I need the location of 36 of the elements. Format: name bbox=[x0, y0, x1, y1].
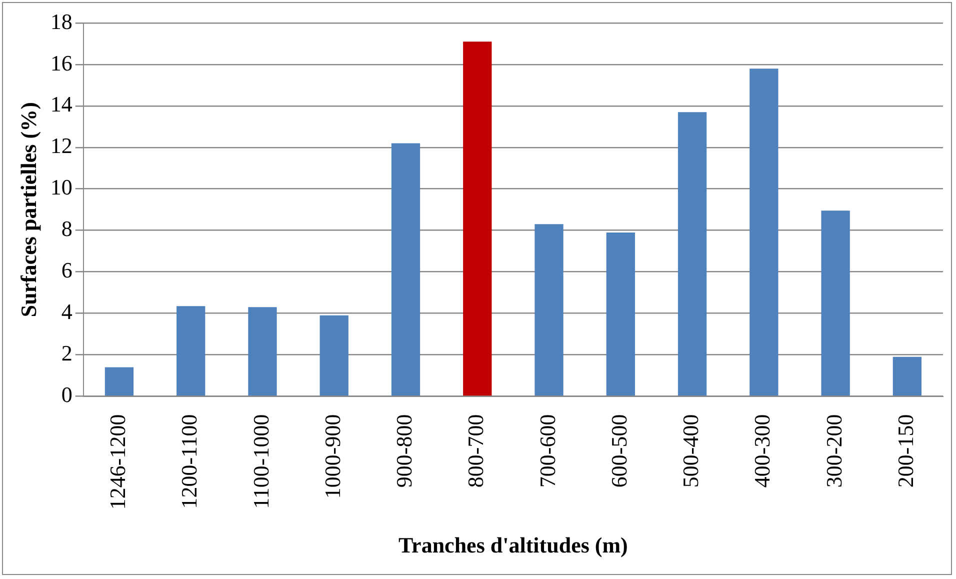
bar bbox=[606, 232, 635, 396]
bar bbox=[320, 315, 348, 396]
bar bbox=[534, 224, 564, 396]
bar bbox=[391, 143, 420, 396]
y-tick-label: 8 bbox=[61, 216, 72, 242]
y-tick-label: 12 bbox=[50, 133, 72, 158]
bar bbox=[463, 42, 492, 396]
x-tick-label: 500-400 bbox=[678, 414, 704, 488]
x-tick-label: 1246-1200 bbox=[105, 414, 130, 510]
bar bbox=[104, 367, 134, 396]
y-tick-label: 2 bbox=[61, 340, 72, 366]
y-tick-label: 6 bbox=[61, 258, 72, 283]
x-axis-title: Tranches d'altitudes (m) bbox=[398, 532, 628, 558]
x-tick-label: 300-200 bbox=[821, 414, 846, 488]
bar bbox=[892, 356, 922, 396]
x-tick-label: 800-700 bbox=[463, 414, 488, 488]
y-tick-label: 0 bbox=[61, 382, 72, 408]
x-tick-label: 900-800 bbox=[392, 414, 417, 488]
y-tick-label: 18 bbox=[50, 8, 72, 34]
x-tick-label: 400-300 bbox=[750, 414, 775, 488]
x-tick-label: 1100-1000 bbox=[248, 414, 274, 509]
x-tick-label: 1000-900 bbox=[320, 414, 345, 499]
y-tick-label: 4 bbox=[61, 299, 72, 324]
bar bbox=[176, 306, 206, 396]
bar bbox=[821, 210, 850, 396]
y-tick-label: 16 bbox=[50, 50, 72, 76]
x-tick-label: 600-500 bbox=[606, 414, 632, 488]
y-tick-label: 14 bbox=[50, 92, 72, 117]
y-axis-title: Surfaces partielles (%) bbox=[16, 102, 41, 318]
x-tick-label: 1200-1100 bbox=[176, 414, 202, 509]
y-tick-label: 10 bbox=[50, 174, 72, 200]
x-tick-label: 700-600 bbox=[534, 414, 560, 488]
bar bbox=[750, 68, 778, 396]
bar bbox=[678, 112, 707, 396]
bar bbox=[248, 307, 277, 396]
x-tick-label: 200-150 bbox=[892, 414, 918, 488]
